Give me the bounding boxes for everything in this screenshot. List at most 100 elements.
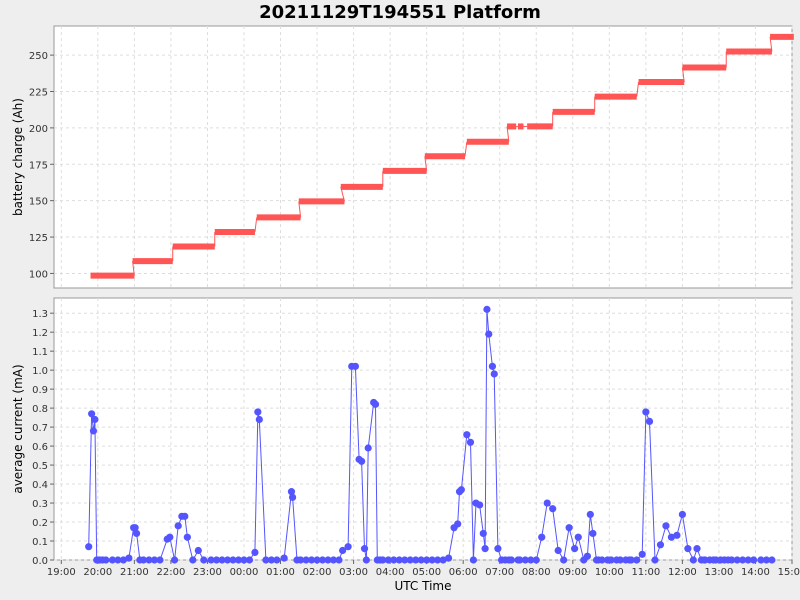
current-point — [583, 552, 592, 560]
current-point — [131, 524, 139, 532]
current-point — [485, 330, 493, 338]
current-point — [684, 545, 692, 553]
current-point — [444, 554, 453, 562]
battery-connector — [636, 81, 640, 97]
current-point — [125, 554, 133, 562]
current-point — [463, 431, 471, 439]
current-point — [739, 556, 747, 564]
current-point — [108, 556, 117, 564]
current-y-axis-label: average current (mA) — [11, 364, 25, 493]
x-tick-label: 07:00 — [485, 567, 514, 578]
current-y-tick-label: 0.0 — [32, 556, 48, 567]
current-point — [194, 546, 202, 555]
current-point — [88, 410, 96, 418]
current-point — [229, 556, 237, 564]
current-point — [549, 505, 557, 513]
current-point — [379, 556, 387, 564]
battery-connector — [464, 141, 468, 157]
current-point — [728, 556, 736, 564]
x-tick-label: 23:00 — [193, 567, 222, 578]
current-point — [406, 556, 414, 564]
current-point — [364, 444, 372, 452]
current-point — [494, 545, 502, 553]
current-point — [439, 556, 447, 564]
current-point — [417, 556, 425, 564]
current-point — [181, 512, 189, 520]
current-point — [288, 493, 297, 501]
current-y-tick-label: 0.8 — [32, 404, 48, 415]
current-point — [89, 427, 98, 435]
current-point — [102, 556, 110, 564]
current-point — [360, 545, 369, 553]
current-point — [457, 486, 465, 494]
current-point — [200, 556, 208, 564]
current-point — [466, 438, 475, 446]
x-tick-label: 15:00 — [778, 567, 800, 578]
current-point — [183, 533, 191, 541]
x-axis-label: UTC Time — [395, 579, 452, 593]
battery-y-axis-label: battery charge (Ah) — [11, 98, 25, 216]
current-series — [85, 305, 776, 564]
current-point — [139, 556, 148, 564]
x-tick-label: 06:00 — [449, 567, 478, 578]
current-point — [335, 556, 343, 564]
current-point — [297, 556, 305, 564]
x-tick-label: 01:00 — [266, 567, 295, 578]
current-point — [638, 550, 646, 558]
current-point — [344, 543, 352, 551]
current-point — [762, 556, 771, 564]
current-y-tick-label: 1.2 — [32, 328, 48, 339]
battery-y-tick-label: 125 — [29, 233, 48, 244]
current-point — [358, 457, 366, 465]
current-point — [132, 529, 141, 538]
current-point — [454, 520, 462, 528]
current-point — [170, 556, 179, 564]
current-point — [412, 556, 420, 564]
current-point — [156, 556, 164, 564]
x-tick-label: 09:00 — [558, 567, 587, 578]
current-point — [589, 529, 597, 538]
current-point — [273, 556, 281, 564]
current-point — [527, 556, 535, 564]
current-y-tick-label: 0.7 — [32, 423, 48, 434]
x-tick-label: 12:00 — [668, 567, 697, 578]
current-point — [479, 529, 487, 538]
current-point — [262, 556, 270, 564]
current-point — [532, 556, 540, 564]
current-y-tick-label: 1.3 — [32, 309, 48, 320]
battery-y-ticks: 100 125 150 175 200 225 250 — [29, 51, 54, 280]
current-point — [481, 545, 489, 553]
current-point — [240, 556, 248, 564]
current-point — [423, 556, 431, 564]
battery-grid — [54, 26, 793, 288]
current-y-tick-label: 0.4 — [32, 480, 48, 491]
current-point — [673, 531, 681, 539]
current-point — [607, 556, 615, 564]
current-point — [401, 556, 409, 564]
current-point — [207, 556, 215, 564]
current-point — [351, 362, 360, 370]
current-point — [329, 556, 338, 564]
current-point — [645, 417, 654, 426]
chart-title: 20211129T194551 Platform — [259, 2, 541, 23]
current-point — [119, 556, 128, 564]
current-y-tick-label: 0.6 — [32, 442, 48, 453]
current-point — [234, 556, 243, 564]
current-point — [267, 556, 275, 564]
x-tick-label: 03:00 — [339, 567, 368, 578]
current-y-tick-label: 1.1 — [32, 347, 48, 358]
current-point — [744, 556, 752, 564]
current-point — [560, 556, 568, 564]
current-point — [476, 501, 484, 509]
current-point — [428, 556, 436, 564]
current-point — [750, 556, 758, 564]
current-point — [255, 415, 263, 424]
battery-y-tick-label: 225 — [29, 88, 48, 99]
battery-charge-panel: 100 125 150 175 200 225 250 battery charge (Ah… — [11, 25, 794, 289]
current-point — [91, 415, 99, 424]
current-point — [693, 545, 701, 553]
current-point — [689, 556, 697, 564]
x-tick-label: 13:00 — [705, 567, 734, 578]
x-tick-label: 14:00 — [741, 567, 770, 578]
battery-y-tick-label: 100 — [29, 269, 48, 280]
